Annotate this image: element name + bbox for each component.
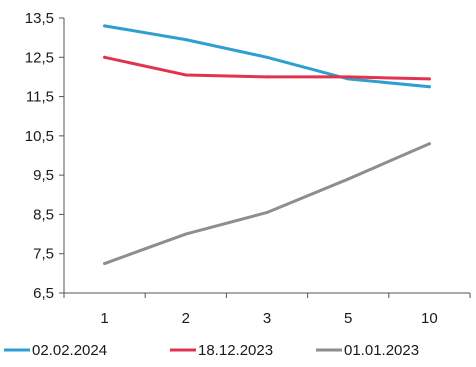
data-point xyxy=(346,75,350,79)
data-point xyxy=(265,55,269,59)
data-point xyxy=(427,77,431,81)
data-point xyxy=(103,262,107,266)
x-tick-label: 1 xyxy=(100,310,108,327)
data-point xyxy=(103,55,107,59)
x-tick-label: 5 xyxy=(344,310,352,327)
x-axis: 1 2 3 5 10 xyxy=(63,292,471,327)
legend: 02.02.2024 18.12.2023 01.01.2023 xyxy=(4,342,419,359)
data-point xyxy=(184,232,188,236)
data-point xyxy=(184,73,188,77)
x-tick-label: 3 xyxy=(263,310,271,327)
legend-label: 18.12.2023 xyxy=(198,342,273,359)
data-point xyxy=(427,142,431,146)
y-tick-label: 12,5 xyxy=(25,49,54,66)
y-tick-label: 6,5 xyxy=(33,285,54,302)
series-line-01.01.2023 xyxy=(103,142,431,266)
data-point xyxy=(346,177,350,181)
data-point xyxy=(103,24,107,28)
y-tick-label: 8,5 xyxy=(33,206,54,223)
y-tick-label: 7,5 xyxy=(33,246,54,263)
y-tick-label: 10,5 xyxy=(25,128,54,145)
y-tick-label: 11,5 xyxy=(26,89,54,106)
y-tick-label: 9,5 xyxy=(33,167,54,184)
data-point xyxy=(184,38,188,42)
data-point xyxy=(265,75,269,79)
y-tick-label: 13,5 xyxy=(25,10,54,27)
legend-label: 02.02.2024 xyxy=(32,342,107,359)
data-point xyxy=(427,85,431,89)
x-tick-label: 10 xyxy=(421,310,438,327)
y-axis: 13,5 12,5 11,5 10,5 9,5 8,5 7,5 6,5 xyxy=(25,10,65,302)
legend-label: 01.01.2023 xyxy=(344,342,419,359)
data-point xyxy=(265,210,269,214)
x-tick-label: 2 xyxy=(182,310,190,327)
series-layer xyxy=(103,24,431,266)
